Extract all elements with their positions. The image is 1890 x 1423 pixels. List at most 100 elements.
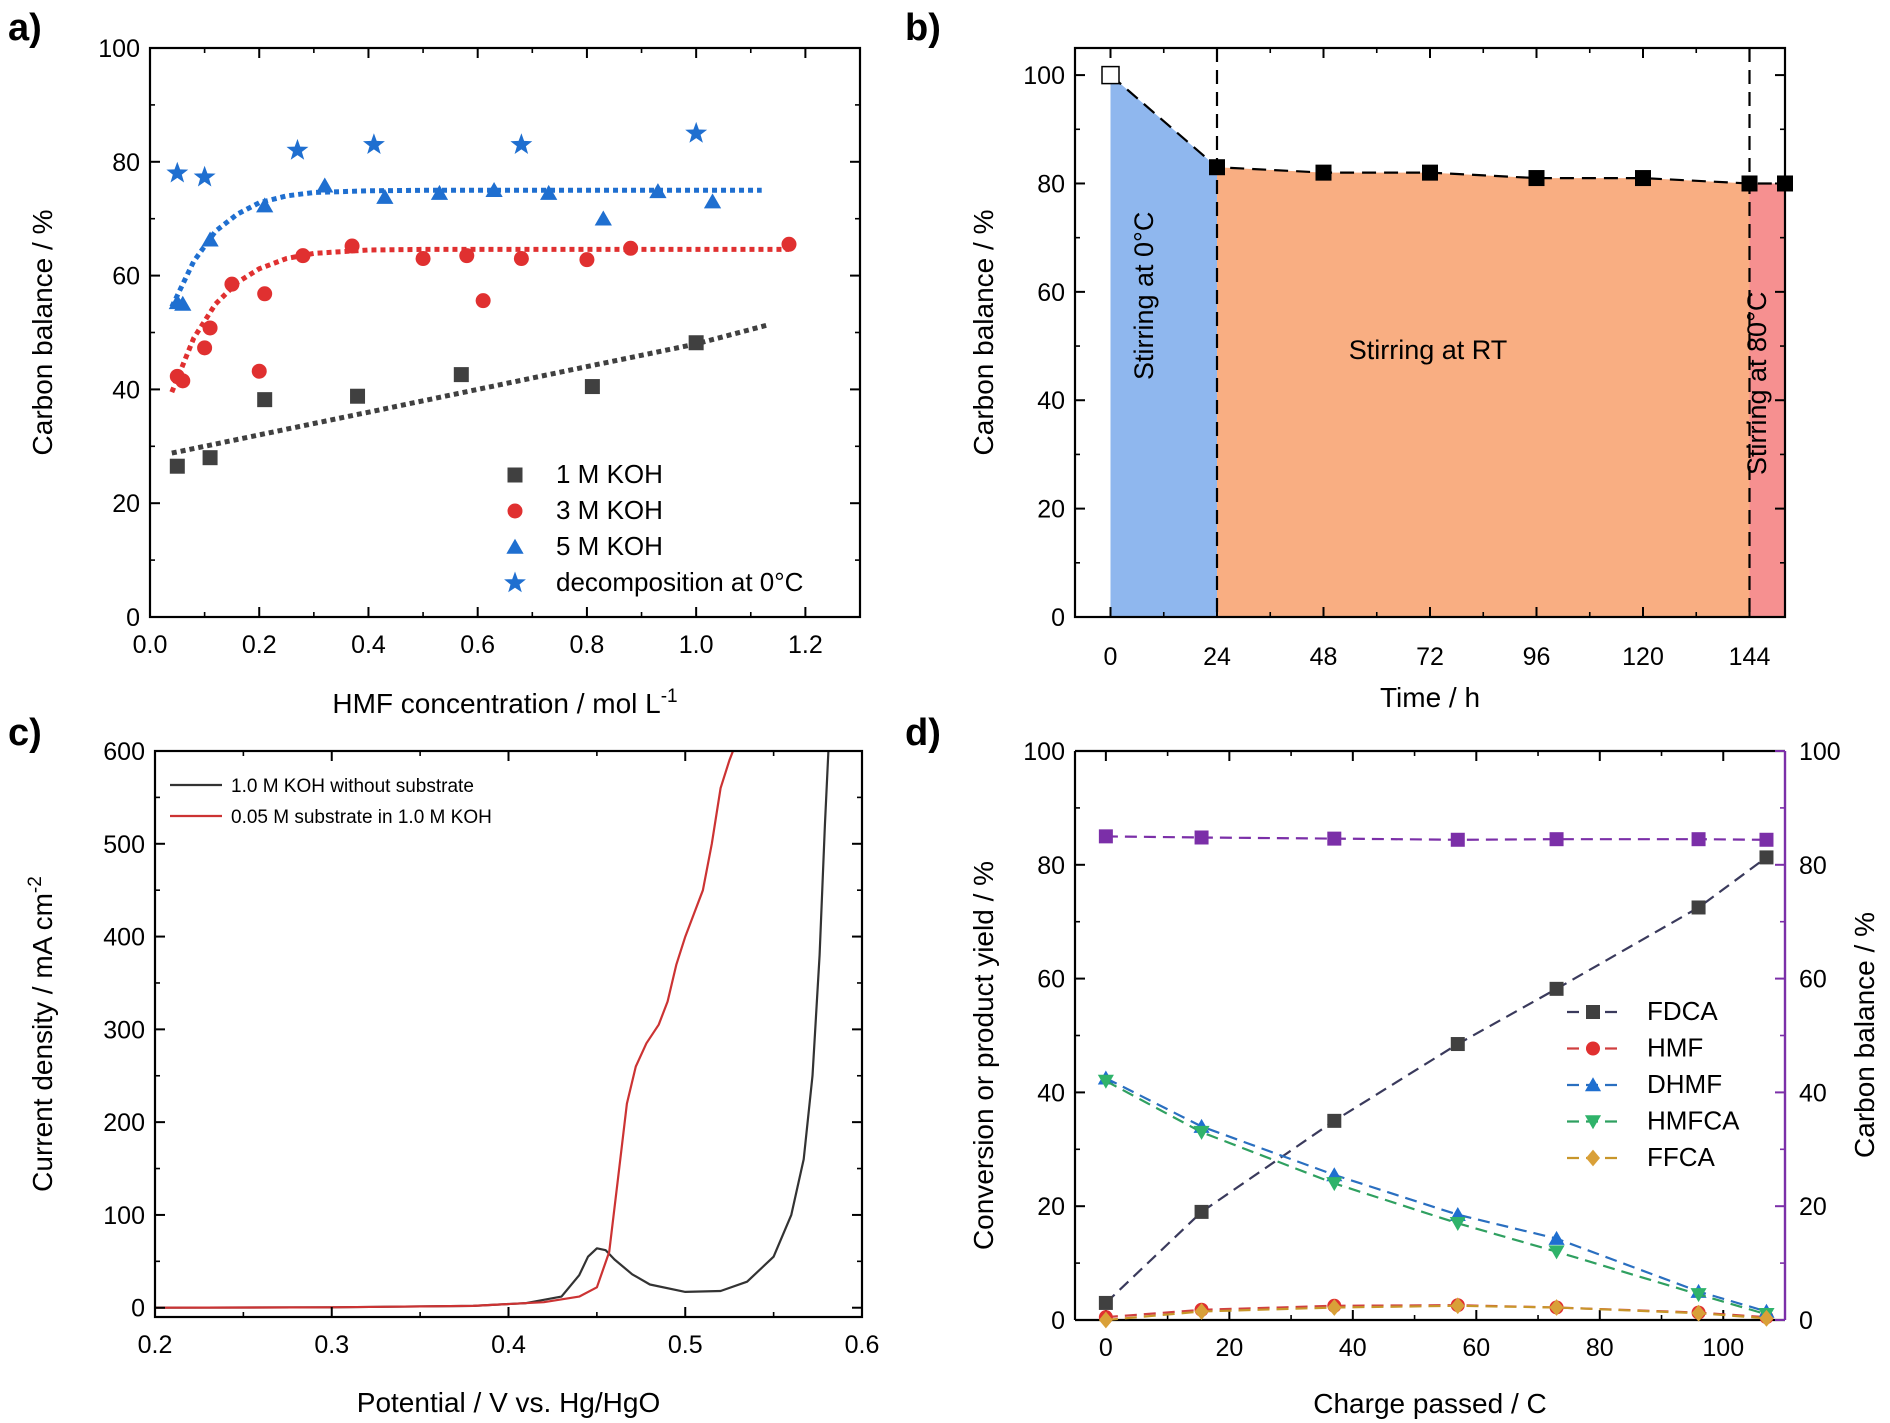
x-tick-label: 24: [1203, 643, 1231, 671]
region-label: Stirring at 0°C: [1129, 212, 1159, 380]
series-4: [1098, 1297, 1774, 1329]
series-3: [166, 121, 708, 187]
data-point: [1422, 164, 1438, 181]
data-point: [430, 184, 449, 200]
y-tick-label: 60: [1037, 279, 1065, 307]
x-tick-label: 0.3: [314, 1331, 349, 1359]
y-tick-label: 20: [112, 490, 140, 518]
data-point: [1450, 1037, 1465, 1052]
data-point: [350, 388, 366, 404]
data-line: [1109, 74, 1785, 185]
legend-label: 1 M KOH: [556, 459, 663, 489]
data-point: [1327, 1299, 1342, 1316]
y-tick-label: 600: [103, 738, 145, 766]
x-axis-label: Potential / V vs. Hg/HgO: [357, 1387, 660, 1418]
y-tick-label: 100: [1023, 738, 1065, 766]
y-tick-label: 80: [1037, 170, 1065, 198]
data-point: [594, 210, 612, 226]
data-point: [1194, 1204, 1209, 1219]
y-tick-label: 20: [1037, 496, 1065, 524]
legend-marker: [507, 467, 523, 483]
data-point: [1327, 831, 1342, 846]
x-tick-label: 0.4: [491, 1331, 526, 1359]
data-point: [510, 133, 533, 154]
y-tick-label: 60: [1037, 966, 1065, 994]
x-tick-label: 72: [1416, 643, 1444, 671]
legend-label: decomposition at 0°C: [556, 567, 803, 597]
y2-tick-label: 80: [1799, 852, 1827, 880]
data-point: [781, 236, 797, 252]
data-point: [1450, 1297, 1465, 1315]
data-point: [257, 392, 273, 408]
legend: FDCA HMF DHMF HMFCA FFCA: [1567, 996, 1740, 1172]
data-point: [1548, 1245, 1565, 1260]
data-point: [286, 138, 309, 160]
y-tick-label: 300: [103, 1016, 145, 1044]
y-tick-label: 40: [1037, 1079, 1065, 1107]
y2-tick-label: 20: [1799, 1193, 1827, 1221]
data-point: [376, 188, 394, 204]
legend-marker: [507, 503, 523, 519]
data-point: [1759, 850, 1774, 865]
y-tick-label: 100: [98, 35, 140, 63]
series-line-0: [155, 751, 830, 1309]
series-0: [1098, 850, 1774, 1310]
data-point: [1326, 1177, 1343, 1192]
data-point: [685, 121, 708, 143]
data-point: [197, 340, 213, 356]
y-tick-label: 80: [112, 149, 140, 177]
y-tick-label: 0: [126, 604, 140, 632]
y-tick-label: 400: [103, 924, 145, 952]
x-tick-label: 0: [1104, 643, 1118, 671]
legend-label: DHMF: [1647, 1069, 1722, 1099]
data-point: [1315, 164, 1332, 181]
data-point: [1549, 981, 1564, 996]
region-fill: [1110, 75, 1217, 618]
x-axis-label: HMF concentration / mol L-1: [332, 686, 677, 719]
x-tick-label: 0.6: [460, 631, 495, 659]
data-point: [649, 183, 667, 199]
data-point: [257, 286, 273, 302]
panel-label: c): [8, 712, 42, 754]
y-tick-label: 0: [131, 1295, 145, 1323]
data-point: [1209, 159, 1225, 176]
data-point: [1549, 1299, 1564, 1316]
legend-marker: [1584, 1077, 1602, 1092]
y-tick-label: 20: [1037, 1193, 1065, 1221]
data-point: [1194, 1303, 1209, 1320]
data-point: [688, 335, 704, 351]
data-point: [295, 248, 311, 264]
region-label: Stirring at 80°C: [1742, 292, 1772, 475]
x-tick-label: 120: [1622, 643, 1664, 671]
plot-frame: [153, 749, 864, 1319]
data-point: [1635, 170, 1651, 187]
legend-label: 1.0 M KOH without substrate: [231, 776, 474, 797]
data-point: [623, 240, 639, 256]
data-point: [703, 193, 722, 209]
data-point: [1691, 832, 1706, 847]
data-point: [1450, 832, 1465, 847]
data-point: [453, 367, 469, 383]
y-tick-label: 100: [1023, 62, 1065, 90]
y-tick-label: 40: [1037, 387, 1065, 415]
legend-label: FFCA: [1647, 1142, 1716, 1172]
series-line-1: [155, 751, 735, 1309]
data-point: [202, 320, 218, 336]
data-point-open: [1101, 65, 1120, 85]
data-point: [166, 161, 189, 183]
data-point: [224, 276, 240, 292]
y-tick-label: 200: [103, 1109, 145, 1137]
legend-marker: [1586, 1041, 1600, 1056]
y-tick-label: 80: [1037, 852, 1065, 880]
data-point: [1098, 1295, 1113, 1310]
data-point: [584, 379, 600, 395]
region-label: Stirring at RT: [1349, 335, 1508, 365]
panel-c: c) 0.2 0.3 0.4 0.5 0.6 0 100 200 300 400 500 600 Pote…: [8, 712, 879, 1418]
fit-line: [171, 322, 768, 456]
x-tick-label: 60: [1462, 1334, 1490, 1362]
y-tick-label: 40: [112, 376, 140, 404]
x-tick-label: 0.5: [668, 1331, 703, 1359]
data-point: [540, 184, 558, 200]
legend-marker: [1586, 1005, 1600, 1019]
data-point: [202, 450, 218, 466]
